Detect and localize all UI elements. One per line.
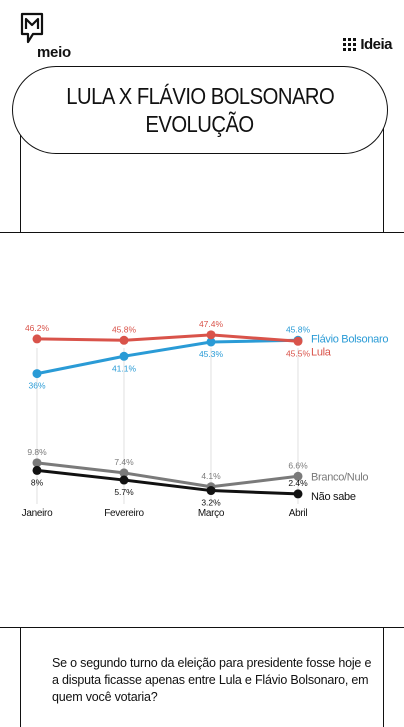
- series-legend-label-2: Branco/Nulo: [311, 471, 368, 483]
- page-title: LULA X FLÁVIO BOLSONARO: [66, 83, 334, 109]
- data-point-1-3: [293, 336, 303, 346]
- survey-question: Se o segundo turno da eleição para presi…: [52, 656, 372, 704]
- data-label-1-3: 45.5%: [286, 348, 311, 358]
- data-label-1-0: 46.2%: [25, 323, 50, 333]
- data-label-2-3: 6.6%: [288, 460, 308, 470]
- bottom-frame: [20, 627, 384, 727]
- data-label-2-2: 4.1%: [201, 471, 221, 481]
- data-label-2-1: 7.4%: [114, 457, 134, 467]
- data-point-1-0: [32, 334, 42, 344]
- series-line-3: [35, 468, 300, 496]
- series-legend-label-3: Não sabe: [311, 491, 356, 503]
- data-label-0-2: 45.3%: [199, 349, 224, 359]
- meio-m-icon: [20, 12, 44, 44]
- x-tick-label-3: Abril: [289, 508, 308, 519]
- data-label-3-0: 8%: [31, 477, 44, 487]
- ideia-logo: Ideia: [343, 36, 392, 52]
- x-tick-label-2: Março: [198, 508, 225, 519]
- series-legend-label-1: Lula: [311, 346, 332, 358]
- series-line-0: [35, 338, 300, 376]
- data-label-3-2: 3.2%: [201, 498, 221, 508]
- meio-logo: meio: [20, 12, 90, 60]
- data-label-2-0: 9.8%: [27, 447, 47, 457]
- series-line-1: [35, 333, 300, 343]
- data-point-3-1: [119, 475, 129, 485]
- ideia-logo-text: Ideia: [360, 35, 392, 53]
- data-label-0-0: 36%: [28, 381, 45, 391]
- data-point-3-2: [206, 486, 216, 496]
- data-label-1-1: 45.8%: [112, 324, 137, 334]
- data-point-0-1: [119, 351, 129, 361]
- data-point-1-2: [206, 330, 216, 340]
- data-point-2-3: [293, 471, 303, 481]
- data-label-3-3: 2.4%: [288, 478, 308, 488]
- data-label-0-3: 45.8%: [286, 324, 311, 334]
- data-label-3-1: 5.7%: [114, 487, 134, 497]
- top-divider: [0, 232, 404, 233]
- data-point-2-1: [119, 468, 129, 478]
- x-tick-label-0: Janeiro: [22, 508, 53, 519]
- data-point-3-0: [32, 465, 42, 475]
- ideia-grid-icon: [343, 37, 357, 51]
- data-point-3-3: [293, 489, 303, 499]
- data-label-1-2: 47.4%: [199, 319, 224, 329]
- data-point-1-1: [119, 335, 129, 345]
- data-point-2-0: [32, 458, 42, 468]
- page-subtitle: EVOLUÇÃO: [145, 111, 255, 137]
- series-line-2: [35, 461, 300, 489]
- meio-logo-text: meio: [37, 44, 71, 61]
- title-pill: LULA X FLÁVIO BOLSONARO EVOLUÇÃO: [12, 66, 388, 154]
- bottom-divider: [0, 627, 404, 628]
- data-point-0-0: [32, 369, 42, 379]
- data-label-0-1: 41.1%: [112, 363, 137, 373]
- x-tick-label-1: Fevereiro: [104, 508, 144, 519]
- series-legend-label-0: Flávio Bolsonaro: [311, 333, 388, 345]
- data-point-0-2: [206, 337, 216, 347]
